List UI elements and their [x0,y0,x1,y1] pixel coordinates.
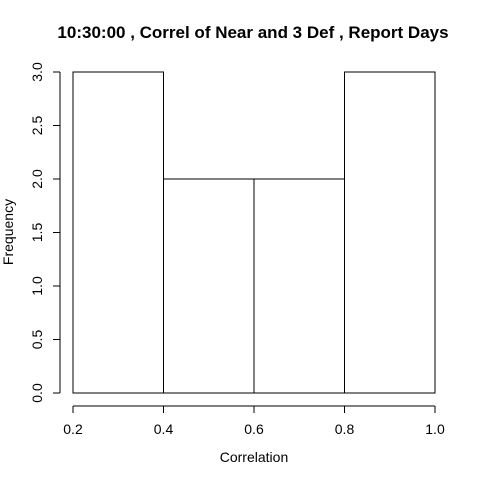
y-tick-label-3: 1.5 [29,223,45,243]
y-tick-label-0: 0.0 [29,383,45,403]
bars [72,71,436,394]
histogram-bar-2 [253,178,345,394]
y-axis: 0.0 0.5 1.0 1.5 2.0 2.5 3.0 [29,62,61,403]
chart-title: 10:30:00 , Correl of Near and 3 Def , Re… [57,23,448,42]
x-tick-label-3: 0.8 [335,421,355,437]
x-tick-label-4: 1.0 [425,421,445,437]
x-tick-label-0: 0.2 [63,421,83,437]
y-tick-label-1: 0.5 [29,330,45,350]
y-tick-label-6: 3.0 [29,62,45,82]
y-tick-label-4: 2.0 [29,169,45,189]
histogram-bar-1 [163,178,255,394]
y-axis-label: Frequency [0,199,16,265]
y-tick-label-5: 2.5 [29,116,45,136]
histogram-bar-0 [72,71,164,394]
x-tick-label-2: 0.6 [244,421,264,437]
x-tick-label-1: 0.4 [154,421,174,437]
histogram-bar-3 [344,71,436,394]
x-axis-label: Correlation [220,449,288,465]
x-axis: 0.2 0.4 0.6 0.8 1.0 [63,405,445,437]
y-tick-label-2: 1.0 [29,276,45,296]
